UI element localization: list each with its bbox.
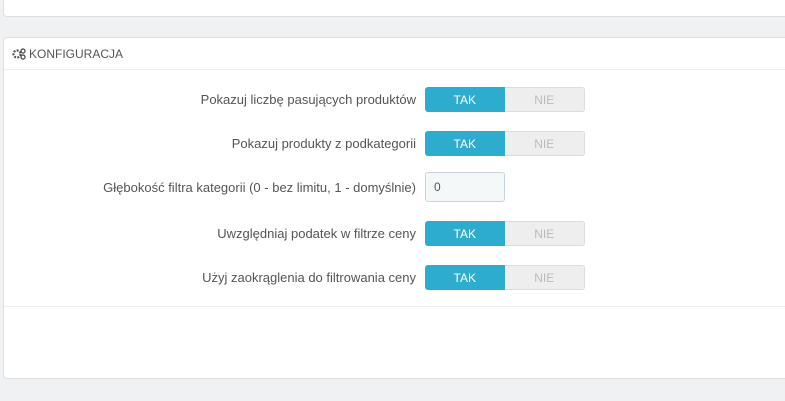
field-label: Uwzględniaj podatek w filtrze ceny (217, 226, 416, 241)
field-label: Pokazuj produkty z podkategorii (231, 136, 416, 151)
category-depth-input[interactable] (425, 172, 505, 202)
field-label: Głębokość filtra kategorii (0 - bez limi… (103, 179, 416, 195)
panel-header: Konfiguracja (4, 38, 785, 70)
form-row-tax: Uwzględniaj podatek w filtrze ceny TAK NI… (4, 221, 785, 246)
subcategories-switch[interactable]: TAK NIE (425, 131, 585, 156)
yes-option[interactable]: TAK (425, 87, 505, 112)
no-option[interactable]: NIE (504, 131, 585, 156)
no-option[interactable]: NIE (504, 221, 585, 246)
panel-footer (4, 306, 785, 307)
show-count-switch[interactable]: TAK NIE (425, 87, 585, 112)
field-label: Użyj zaokrąglenia do filtrowania ceny (202, 270, 416, 285)
form-row-show-count: Pokazuj liczbę pasujących produktów TAK N… (4, 87, 785, 112)
yes-option[interactable]: TAK (425, 265, 505, 290)
cogs-icon (12, 47, 26, 60)
no-option[interactable]: NIE (504, 265, 585, 290)
previous-panel (3, 0, 785, 17)
price-rounding-switch[interactable]: TAK NIE (425, 265, 585, 290)
price-tax-switch[interactable]: TAK NIE (425, 221, 585, 246)
field-label: Pokazuj liczbę pasujących produktów (200, 92, 416, 107)
no-option[interactable]: NIE (504, 87, 585, 112)
panel-title: Konfiguracja (29, 46, 124, 61)
form-row-depth: Głębokość filtra kategorii (0 - bez limi… (4, 172, 785, 202)
form-row-subcategories: Pokazuj produkty z podkategorii TAK NIE (4, 131, 785, 156)
configuration-panel: Konfiguracja Pokazuj liczbę pasujących p… (3, 37, 785, 379)
yes-option[interactable]: TAK (425, 131, 505, 156)
form-row-rounding: Użyj zaokrąglenia do filtrowania ceny TA… (4, 265, 785, 290)
yes-option[interactable]: TAK (425, 221, 505, 246)
